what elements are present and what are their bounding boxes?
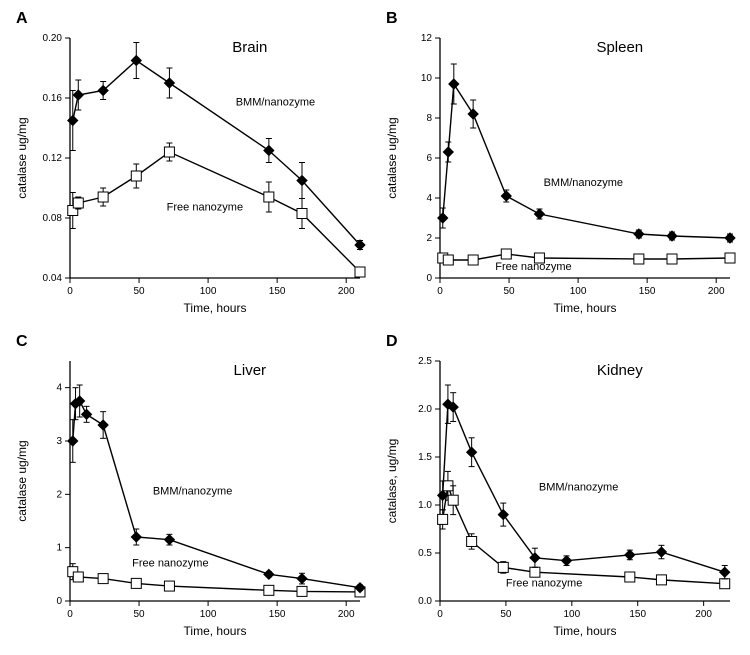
y-tick-label: 2 — [426, 233, 432, 244]
panel-grid: A0.040.080.120.160.20050100150200Time, h… — [10, 10, 740, 645]
series-label-bmm: BMM/nanozyme — [544, 177, 623, 189]
panel-title: Brain — [232, 39, 267, 56]
x-tick-label: 150 — [639, 286, 656, 297]
series-label-bmm: BMM/nanozyme — [539, 481, 618, 493]
y-tick-label: 2 — [56, 489, 62, 500]
panel-title: Liver — [234, 362, 267, 379]
chart-b: 0 2 4 6 8 10 12 0 50 100 150 200 Time, hours catalase… — [380, 10, 740, 322]
panel-title: Kidney — [597, 362, 643, 379]
x-tick-label: 100 — [200, 609, 217, 620]
y-tick-label: 2.0 — [418, 404, 432, 415]
x-tick-label: 150 — [269, 286, 286, 297]
series-label-bmm: BMM/nanozyme — [153, 485, 232, 497]
y-tick-label: 0 — [56, 596, 62, 607]
y-tick-label: 0.0 — [418, 596, 432, 607]
x-tick-label: 100 — [563, 609, 580, 620]
x-tick-label: 0 — [437, 286, 443, 297]
y-tick-label: 0.20 — [43, 33, 63, 44]
panel-b: B 0 2 4 6 8 10 12 0 50 100 150 200 Time, hours catalas… — [380, 10, 740, 323]
x-tick-label: 200 — [708, 286, 725, 297]
y-tick-label: 4 — [426, 193, 432, 204]
y-tick-label: 3 — [56, 436, 62, 447]
y-tick-label: 1.0 — [418, 500, 432, 511]
panel-letter: B — [386, 10, 398, 28]
y-tick-label: 1.5 — [418, 452, 432, 463]
x-tick-label: 50 — [500, 609, 512, 620]
panel-c: C 0 1 2 3 4 0 50 100 150 200 Time, hours catalase ug… — [10, 333, 370, 646]
y-tick-label: 0.16 — [43, 93, 63, 104]
panel-a: A 0.04 0.08 0.12 0.16 0.20 0 50 100 150 200 Time, h… — [10, 10, 370, 323]
series-label-bmm: BMM/nanozyme — [236, 97, 315, 109]
y-axis-label: catalase ug/mg — [15, 440, 29, 521]
x-axis-label: Time, hours — [554, 624, 617, 638]
panel-title: Spleen — [596, 39, 643, 56]
y-tick-label: 6 — [426, 153, 432, 164]
x-axis-label: Time, hours — [184, 624, 247, 638]
x-tick-label: 200 — [338, 609, 355, 620]
y-tick-label: 0.5 — [418, 548, 432, 559]
panel-letter: A — [16, 10, 28, 28]
x-tick-label: 150 — [269, 609, 286, 620]
y-tick-label: 8 — [426, 113, 432, 124]
chart-a: 0.04 0.08 0.12 0.16 0.20 0 50 100 150 200 Time, ho… — [10, 10, 370, 322]
x-tick-label: 200 — [695, 609, 712, 620]
y-tick-label: 0.08 — [43, 213, 63, 224]
x-tick-label: 50 — [133, 609, 145, 620]
y-tick-label: 0 — [426, 273, 432, 284]
x-tick-label: 150 — [629, 609, 646, 620]
y-tick-label: 12 — [421, 33, 433, 44]
y-axis-label: catalase ug/mg — [15, 117, 29, 198]
x-tick-label: 100 — [200, 286, 217, 297]
series-label-free: Free nanozyme — [495, 261, 571, 273]
chart-c: 0 1 2 3 4 0 50 100 150 200 Time, hours catalase ug/… — [10, 333, 370, 645]
x-tick-label: 0 — [437, 609, 443, 620]
x-tick-label: 100 — [570, 286, 587, 297]
x-tick-label: 50 — [133, 286, 145, 297]
y-tick-label: 2.5 — [418, 356, 432, 367]
panel-letter: C — [16, 333, 28, 351]
panel-letter: D — [386, 333, 398, 351]
y-tick-label: 0.12 — [43, 153, 63, 164]
y-tick-label: 0.04 — [43, 273, 63, 284]
y-tick-label: 10 — [421, 73, 433, 84]
y-tick-label: 4 — [56, 382, 62, 393]
y-axis-label: catalase, ug/mg — [385, 438, 399, 523]
x-tick-label: 50 — [503, 286, 515, 297]
series-label-free: Free nanozyme — [506, 577, 582, 589]
chart-d: 0.0 0.5 1.0 1.5 2.0 2.5 0 50 100 150 200 Time, hour… — [380, 333, 740, 645]
panel-d: D 0.0 0.5 1.0 1.5 2.0 2.5 0 50 100 150 200 Time, hou… — [380, 333, 740, 646]
x-tick-label: 0 — [67, 609, 73, 620]
series-label-free: Free nanozyme — [167, 202, 243, 214]
x-axis-label: Time, hours — [184, 301, 247, 315]
series-label-free: Free nanozyme — [132, 557, 208, 569]
x-tick-label: 0 — [67, 286, 73, 297]
y-axis-label: catalase ug/mg — [385, 117, 399, 198]
x-axis-label: Time, hours — [554, 301, 617, 315]
x-tick-label: 200 — [338, 286, 355, 297]
y-tick-label: 1 — [56, 542, 62, 553]
